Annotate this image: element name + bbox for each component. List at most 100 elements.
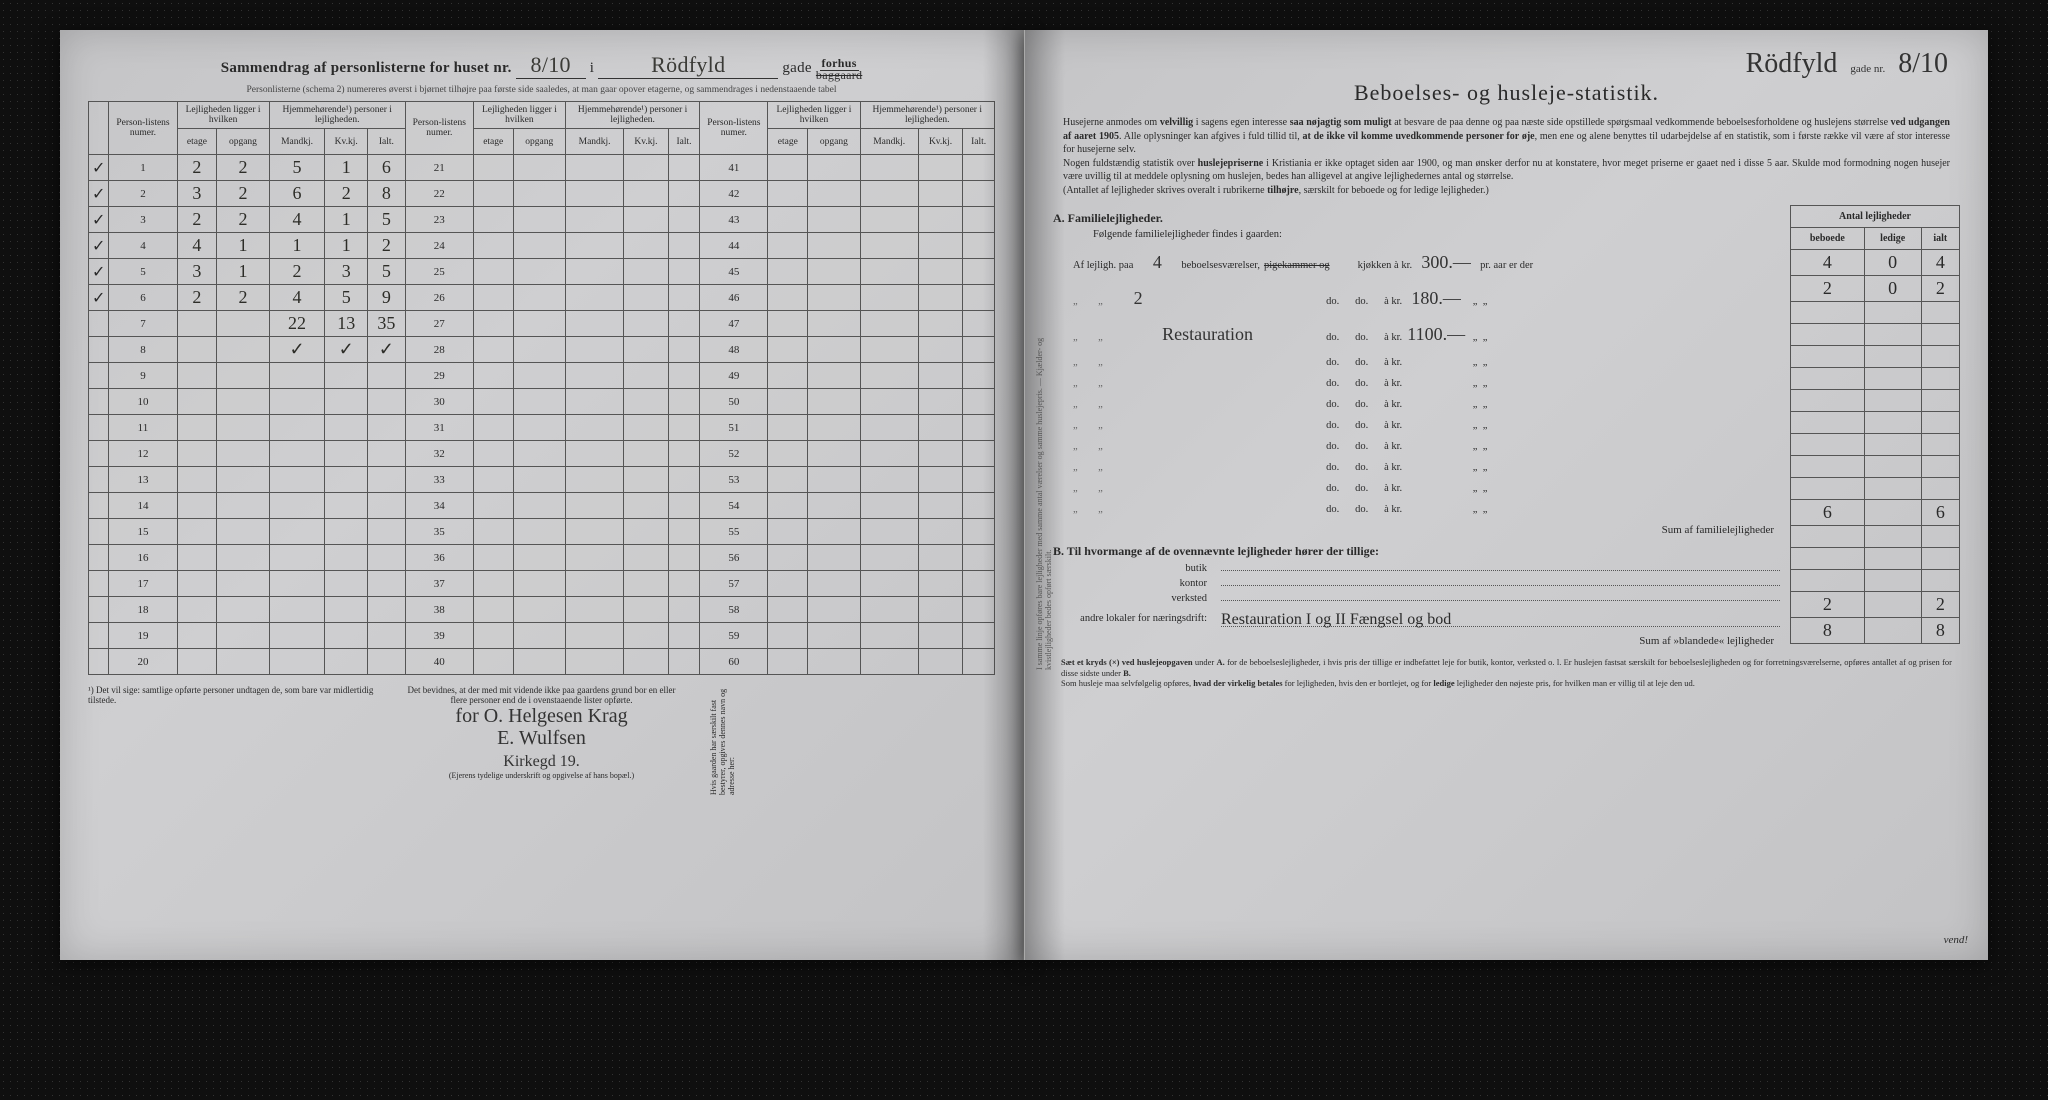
house-number: 8/10	[516, 52, 586, 79]
table-cell	[217, 571, 269, 597]
table-cell	[918, 493, 962, 519]
table-cell: 41	[700, 155, 768, 181]
table-cell	[668, 493, 700, 519]
table-row: 12 32 52	[89, 441, 995, 467]
table-cell	[860, 181, 918, 207]
table-cell	[768, 233, 808, 259]
antal-cell: 2	[1791, 592, 1865, 618]
antal-cell	[1791, 324, 1865, 346]
table-cell	[513, 519, 565, 545]
table-cell	[565, 311, 623, 337]
table-cell	[325, 649, 368, 675]
table-cell	[624, 467, 668, 493]
table-cell: 58	[700, 597, 768, 623]
table-cell	[668, 545, 700, 571]
table-cell: 46	[700, 285, 768, 311]
table-cell	[624, 337, 668, 363]
table-cell	[860, 493, 918, 519]
table-cell	[367, 389, 405, 415]
table-cell: 11	[109, 415, 177, 441]
table-cell	[217, 389, 269, 415]
table-cell	[325, 519, 368, 545]
table-cell: 22	[405, 181, 473, 207]
table-row: 193959	[89, 623, 995, 649]
table-cell	[513, 467, 565, 493]
table-cell	[367, 545, 405, 571]
table-cell	[513, 649, 565, 675]
table-cell	[624, 389, 668, 415]
table-cell	[473, 441, 513, 467]
table-cell: 3	[109, 207, 177, 233]
hdr-persliste3: Person-listens numer.	[700, 101, 768, 155]
table-cell	[860, 623, 918, 649]
table-cell: ✓	[89, 155, 109, 181]
table-cell	[513, 571, 565, 597]
table-cell: 26	[405, 285, 473, 311]
table-cell	[918, 311, 962, 337]
table-cell: 3	[177, 181, 217, 207]
antal-cell: 8	[1791, 618, 1865, 644]
table-cell	[624, 311, 668, 337]
table-cell	[624, 545, 668, 571]
table-cell	[217, 467, 269, 493]
table-cell	[177, 493, 217, 519]
title-text-b: i	[590, 60, 594, 76]
table-cell	[768, 623, 808, 649]
table-cell	[565, 363, 623, 389]
table-cell: 13	[325, 311, 368, 337]
table-cell: 32	[405, 441, 473, 467]
sum-a-label: Sum af familielejligheder	[1053, 520, 1780, 536]
table-cell	[860, 649, 918, 675]
table-cell	[860, 337, 918, 363]
family-lines: Af lejligh. paa4beboelsesværelser,pigeka…	[1073, 244, 1780, 520]
table-cell: 4	[109, 233, 177, 259]
table-cell: 2	[217, 155, 269, 181]
table-cell	[269, 415, 325, 441]
table-cell	[624, 155, 668, 181]
table-row: 133353	[89, 467, 995, 493]
table-cell	[473, 155, 513, 181]
table-cell	[918, 519, 962, 545]
table-cell: 29	[405, 363, 473, 389]
table-cell: 52	[700, 441, 768, 467]
gade-label: gade nr.	[1850, 63, 1885, 75]
table-cell	[269, 545, 325, 571]
table-cell: 18	[109, 597, 177, 623]
sum-b-label: Sum af »blandede« lejligheder	[1053, 631, 1780, 647]
table-cell	[269, 519, 325, 545]
table-cell	[513, 363, 565, 389]
table-cell	[177, 519, 217, 545]
antal-cell	[1864, 456, 1921, 478]
hand-street: Rödfyld	[1746, 48, 1838, 79]
table-cell	[325, 415, 368, 441]
section-b-line: kontor	[1053, 578, 1780, 589]
table-cell: 25	[405, 259, 473, 285]
table-cell	[269, 649, 325, 675]
table-cell: 12	[109, 441, 177, 467]
table-cell	[668, 623, 700, 649]
table-row: 183858	[89, 597, 995, 623]
right-hand-header: Rödfyld gade nr. 8/10	[1746, 48, 1948, 80]
table-row: 153555	[89, 519, 995, 545]
side-vertical-note: Hvis gaarden har særskilt fast bestyrer,…	[709, 685, 995, 795]
table-cell	[668, 363, 700, 389]
census-tbody: ✓1225162141✓2326282242✓3224152343✓441112…	[89, 155, 995, 675]
table-cell: ✓	[89, 181, 109, 207]
table-cell: 2	[217, 181, 269, 207]
hdr-mandkj3: Mandkj.	[860, 129, 918, 155]
family-line: „ „ do. do. à kr. „ „	[1073, 457, 1780, 478]
table-cell	[473, 389, 513, 415]
table-row: 163656	[89, 545, 995, 571]
table-cell	[513, 233, 565, 259]
table-cell	[624, 181, 668, 207]
table-cell: 54	[700, 493, 768, 519]
table-cell	[565, 571, 623, 597]
table-cell: 30	[405, 389, 473, 415]
table-cell	[269, 389, 325, 415]
table-cell	[808, 571, 860, 597]
antal-row: 404	[1791, 250, 1960, 276]
hdr-lejlig: Lejligheden ligger i hvilken	[177, 101, 269, 129]
antal-cell	[1921, 434, 1959, 456]
table-cell	[89, 545, 109, 571]
table-cell	[860, 155, 918, 181]
